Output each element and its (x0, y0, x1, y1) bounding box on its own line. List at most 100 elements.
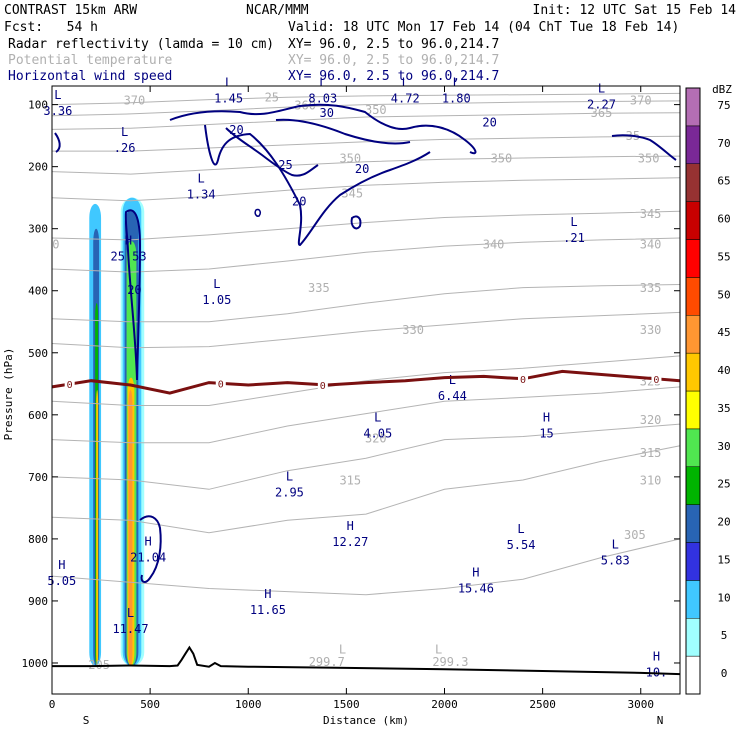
y-tick-label: 100 (28, 99, 48, 112)
x-tick-label: 0 (49, 698, 56, 711)
theta-label: 305 (624, 528, 646, 542)
theta-contour-370 (51, 92, 681, 106)
y-tick-label: 700 (28, 471, 48, 484)
freezing-level-label: 0 (320, 381, 326, 392)
wind-extremum-value: 5.05 (47, 574, 76, 588)
wind-extremum-kind: L (612, 538, 619, 552)
theta-label: 370 (630, 94, 652, 108)
theta-label: 330 (402, 323, 424, 337)
wind-extremum-kind: H (347, 519, 354, 533)
wind-contour-label: 20 (229, 123, 243, 137)
wind-extremum-value: 4.05 (363, 426, 392, 440)
colorbar-swatch (685, 201, 701, 240)
wind-contour-30 (275, 118, 411, 145)
plot-frame (51, 85, 681, 695)
x-tick-label: 500 (140, 698, 160, 711)
colorbar-level-label: 55 (717, 250, 730, 263)
x-tick-label: 1000 (235, 698, 262, 711)
colorbar-swatch (685, 504, 701, 543)
x-tick-label: 2500 (529, 698, 556, 711)
wind-extremum-value: 21.04 (130, 551, 166, 565)
colorbar-swatch (685, 163, 701, 202)
wind-extremum-value: 25.53 (110, 250, 146, 264)
wind-extremum-kind: H (543, 410, 550, 424)
theta-label: L (435, 643, 442, 657)
field-label: Radar reflectivity (lamda = 10 cm) (8, 37, 274, 52)
theta-contour-365 (51, 100, 681, 117)
theta-contour-350 (51, 155, 681, 175)
theta-label: 335 (308, 281, 330, 295)
field-label: Potential temperature (8, 53, 173, 68)
x-tick-label: 3000 (628, 698, 655, 711)
wind-contour-20-upper (204, 124, 431, 247)
colorbar-level-label: 35 (717, 402, 730, 415)
wind-extremum-kind: L (319, 75, 326, 89)
freezing-level-label: 0 (67, 380, 73, 391)
wind-contour-label: 20 (355, 162, 369, 176)
theta-label: 350 (491, 151, 513, 165)
model-title: CONTRAST 15km ARW (4, 3, 137, 18)
wind-extremum-kind: L (54, 88, 61, 102)
theta-label: 365 (591, 106, 613, 120)
wind-contour-small (350, 215, 362, 230)
wind-contour-label: 20 (482, 115, 496, 129)
colorbar-level-label: 5 (721, 629, 728, 642)
wind-extremum-kind: L (570, 215, 577, 229)
wind-extremum-kind: L (374, 410, 381, 424)
theta-label: 320 (365, 432, 387, 446)
y-tick-label: 1000 (22, 657, 49, 670)
wind-contour-dot (254, 208, 261, 217)
wind-contour-jet-core (169, 103, 477, 155)
theta-contour-335 (51, 237, 681, 273)
theta-contour-320 (51, 355, 681, 406)
colorbar-swatch (685, 580, 701, 619)
theta-contour-310 (51, 423, 681, 490)
theta-label: 299.3 (432, 655, 468, 669)
y-axis-title: Pressure (hPa) (2, 348, 15, 441)
y-tick-label: 600 (28, 409, 48, 422)
reflectivity-cell (96, 390, 99, 667)
wind-extremum-value: 12.27 (332, 535, 368, 549)
colorbar-swatch (685, 239, 701, 278)
colorbar-swatch (685, 315, 701, 354)
field-label: Horizontal wind speed (8, 69, 172, 84)
plot-background (52, 86, 680, 694)
wind-labels: 20 20 25 20 20 30 20 L 3.36 L .26 L 1.45 L 8.03 L 4.72 L 1… (43, 75, 667, 679)
colorbar-level-label: 40 (717, 364, 730, 377)
theta-label: 340 (640, 238, 662, 252)
y-tick-label: 300 (28, 223, 48, 236)
theta-label: L (339, 643, 346, 657)
wind-extremum-kind: H (264, 587, 271, 601)
wind-extremum-value: 3.36 (43, 104, 72, 118)
theta-label: 335 (640, 281, 662, 295)
wind-extremum-kind: L (198, 172, 205, 186)
wind-extremum-value: 1.05 (202, 293, 231, 307)
field-xy: XY= 96.0, 2.5 to 96.0,214.7 (288, 69, 499, 84)
theta-label: 345 (341, 187, 363, 201)
wind-extremum-value: 4.72 (391, 91, 420, 105)
theta-label: 345 (640, 207, 662, 221)
theta-label: 350 (638, 151, 660, 165)
wind-extremum-value: 15 (539, 426, 553, 440)
colorbar-level-label: 10 (717, 591, 730, 604)
wind-contour-left (54, 132, 61, 153)
org-label: NCAR/MMM (246, 3, 309, 18)
colorbar-level-label: 20 (717, 516, 730, 529)
colorbar-swatch (685, 428, 701, 467)
freezing-label-bg (215, 377, 226, 389)
colorbar-swatch (685, 618, 701, 657)
wind-extremum-value: 11.65 (250, 603, 286, 617)
colorbar-swatch (685, 277, 701, 316)
colorbar-swatch (685, 125, 701, 164)
freezing-label-bg (317, 378, 328, 390)
theta-contour-355 (52, 135, 681, 152)
colorbar-swatch (685, 655, 701, 695)
wind-extremum-kind: L (517, 522, 524, 536)
wind-contour-label: 20 (127, 283, 141, 297)
wind-contour-lowlevel (139, 515, 162, 583)
freezing-level: 0 0 0 0 0 (51, 369, 681, 395)
freezing-level-label: 0 (218, 379, 224, 390)
